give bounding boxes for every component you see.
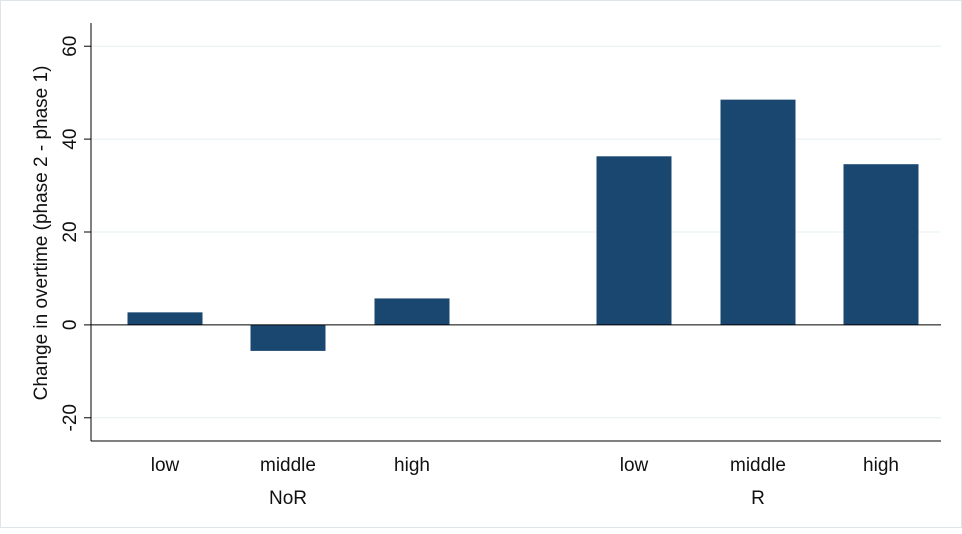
x-category-label: middle	[260, 455, 316, 476]
x-group-label: R	[751, 488, 765, 509]
bar-nor-high	[374, 298, 450, 325]
bar-nor-middle	[250, 324, 326, 351]
bar-r-low	[596, 156, 672, 325]
x-category-label: low	[620, 455, 649, 476]
x-group-label: NoR	[269, 488, 307, 509]
y-tick-label: 20	[60, 221, 81, 242]
bar-nor-low	[127, 312, 203, 325]
bars	[127, 99, 919, 351]
y-tick-label: 60	[60, 36, 81, 57]
y-tick-label: -20	[60, 404, 81, 431]
y-tick-label: 40	[60, 129, 81, 150]
x-category-label: high	[863, 455, 899, 476]
bar-r-high	[843, 164, 919, 325]
bar-r-middle	[720, 99, 796, 325]
y-tick-label: 0	[60, 320, 81, 331]
y-axis-ticks: -20 0 20 40 60	[60, 36, 91, 432]
x-category-label: middle	[730, 455, 786, 476]
x-category-label: low	[151, 455, 180, 476]
gridlines	[91, 45, 941, 419]
x-axis-labels: low middle high NoR low middle high R	[151, 455, 899, 509]
y-axis-label: Change in overtime (phase 2 - phase 1)	[31, 66, 52, 401]
x-category-label: high	[394, 455, 430, 476]
